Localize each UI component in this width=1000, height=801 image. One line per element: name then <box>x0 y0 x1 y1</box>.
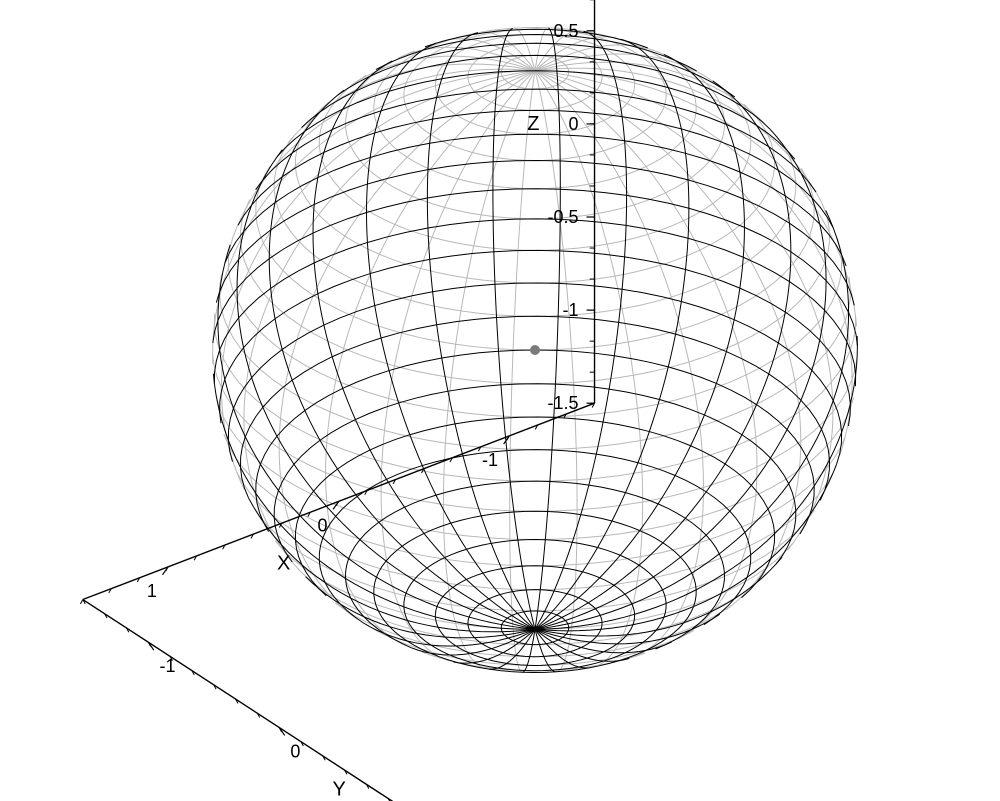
axis-tick-label: 0 <box>290 741 300 761</box>
axis-tick-label: 0 <box>317 515 327 535</box>
axis-label: Z <box>527 113 539 135</box>
axis-tick-label: -0.5 <box>547 207 578 227</box>
chart-container: -1.5-1-0.500.511.5-101-101ZXY <box>0 0 1000 801</box>
axis-label: X <box>277 552 290 574</box>
axis-label: Y <box>332 778 345 800</box>
axis-tick-label: 0.5 <box>553 21 578 41</box>
axis-tick-label: -1.5 <box>547 393 578 413</box>
axis-tick-label: -1 <box>159 656 175 676</box>
axis-tick-label: -1 <box>482 450 498 470</box>
axis-tick-label: 0 <box>569 114 579 134</box>
axis-tick-label: -1 <box>563 300 579 320</box>
wireframe-sphere-plot: -1.5-1-0.500.511.5-101-101ZXY <box>0 0 1000 801</box>
axis-tick-label: 1 <box>147 581 157 601</box>
